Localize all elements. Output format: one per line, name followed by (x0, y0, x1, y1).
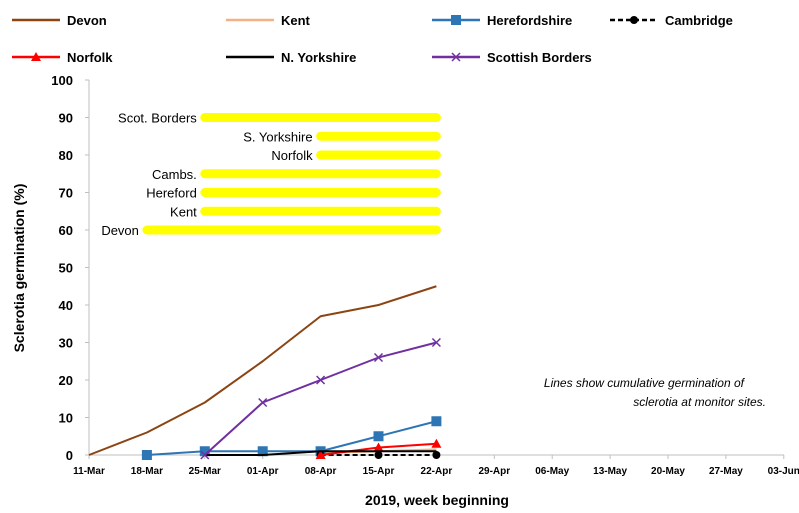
y-tick-label: 20 (59, 373, 73, 388)
data-point-scottish-borders (431, 337, 441, 348)
period-bar-label: Devon (101, 223, 139, 238)
data-point-cambridge (374, 451, 383, 459)
x-tick-label: 27-May (709, 466, 743, 477)
legend-label: N. Yorkshire (281, 50, 356, 65)
data-point-norfolk (431, 438, 442, 448)
series-lines (88, 285, 442, 460)
x-tick-label: 20-May (651, 466, 685, 477)
x-tick-label: 01-Apr (247, 466, 279, 477)
period-bar-label: Cambs. (152, 167, 197, 182)
legend-marker (630, 16, 638, 24)
series-line-scottish-borders (204, 341, 437, 456)
legend-label: Scottish Borders (487, 50, 592, 65)
legend-item-herefordshire: Herefordshire (432, 13, 572, 28)
x-tick-label: 03-Jun (768, 466, 799, 477)
data-point-scottish-borders (373, 352, 384, 363)
legend-item-n-yorkshire: N. Yorkshire (226, 50, 356, 65)
legend-item-scottish-borders: Scottish Borders (432, 50, 592, 65)
data-point-herefordshire (141, 450, 152, 460)
y-axis-title: Sclerotia germination (%) (11, 184, 27, 353)
x-tick-label: 18-Mar (131, 466, 163, 477)
x-tick-label: 25-Mar (189, 466, 221, 477)
period-bar-label: S. Yorkshire (243, 129, 312, 144)
legend-marker (451, 15, 461, 25)
y-tick-label: 40 (59, 298, 73, 313)
x-tick-label: 29-Apr (478, 466, 510, 477)
legend-marker (451, 52, 461, 62)
x-tick-label: 11-Mar (73, 466, 105, 477)
data-point-norfolk (373, 442, 384, 452)
series-devon (88, 285, 437, 456)
period-bar-label: Hereford (146, 186, 197, 201)
legend-label: Devon (67, 13, 107, 28)
annotation-line-2: sclerotia at monitor sites. (633, 395, 766, 409)
period-bars: Scot. Borders S. Yorkshire Norfolk Cambs. He… (101, 111, 441, 238)
data-point-scottish-borders (258, 397, 268, 408)
y-tick-label: 80 (59, 148, 73, 163)
data-point-herefordshire (431, 416, 442, 427)
x-tick-label: 08-Apr (305, 466, 337, 477)
data-point-scottish-borders (316, 375, 326, 385)
x-tick-label: 13-May (593, 466, 627, 477)
y-tick-label: 70 (59, 186, 73, 201)
period-bar-label: Norfolk (271, 148, 313, 163)
y-tick-label: 10 (59, 411, 73, 426)
legend-item-norfolk: Norfolk (12, 50, 113, 65)
series-line-herefordshire (146, 420, 437, 456)
series-norfolk (315, 438, 442, 459)
data-point-norfolk (315, 450, 326, 459)
period-bar-label: Scot. Borders (118, 111, 197, 126)
legend-item-kent: Kent (226, 13, 311, 28)
y-tick-label: 0 (66, 448, 73, 463)
legend: Devon Kent Herefordshire Cambridge Norfolk N.… (12, 13, 733, 65)
period-bar-label: Kent (170, 204, 197, 219)
x-tick-labels: 11-Mar 18-Mar 25-Mar 01-Apr 08-Apr 15-Apr 22-A… (73, 455, 799, 477)
x-tick-label: 15-Apr (363, 466, 395, 477)
data-point-scottish-borders (200, 450, 210, 460)
legend-label: Cambridge (665, 13, 733, 28)
legend-label: Herefordshire (487, 13, 572, 28)
x-axis-title: 2019, week beginning (365, 492, 509, 508)
legend-label: Norfolk (67, 50, 113, 65)
y-tick-labels: 0 10 20 30 40 50 60 70 80 90 100 (51, 73, 89, 463)
series-line-n-yorkshire (204, 450, 437, 456)
y-tick-label: 100 (51, 73, 73, 88)
series-scottish-borders (200, 337, 441, 460)
series-n-yorkshire (204, 450, 437, 456)
y-tick-label: 50 (59, 261, 73, 276)
x-tick-label: 06-May (535, 466, 569, 477)
data-point-herefordshire (373, 431, 384, 442)
data-point-herefordshire (257, 446, 268, 457)
annotation-line-1: Lines show cumulative germination of (544, 376, 746, 390)
data-point-herefordshire (199, 446, 210, 457)
legend-item-devon: Devon (12, 13, 107, 28)
y-tick-label: 90 (59, 111, 73, 126)
data-point-cambridge (432, 451, 441, 459)
y-tick-label: 30 (59, 336, 73, 351)
y-tick-label: 60 (59, 223, 73, 238)
legend-item-cambridge: Cambridge (610, 13, 733, 28)
x-tick-label: 22-Apr (421, 466, 453, 477)
series-line-devon (88, 285, 437, 456)
legend-label: Kent (281, 13, 311, 28)
legend-marker (31, 52, 41, 61)
